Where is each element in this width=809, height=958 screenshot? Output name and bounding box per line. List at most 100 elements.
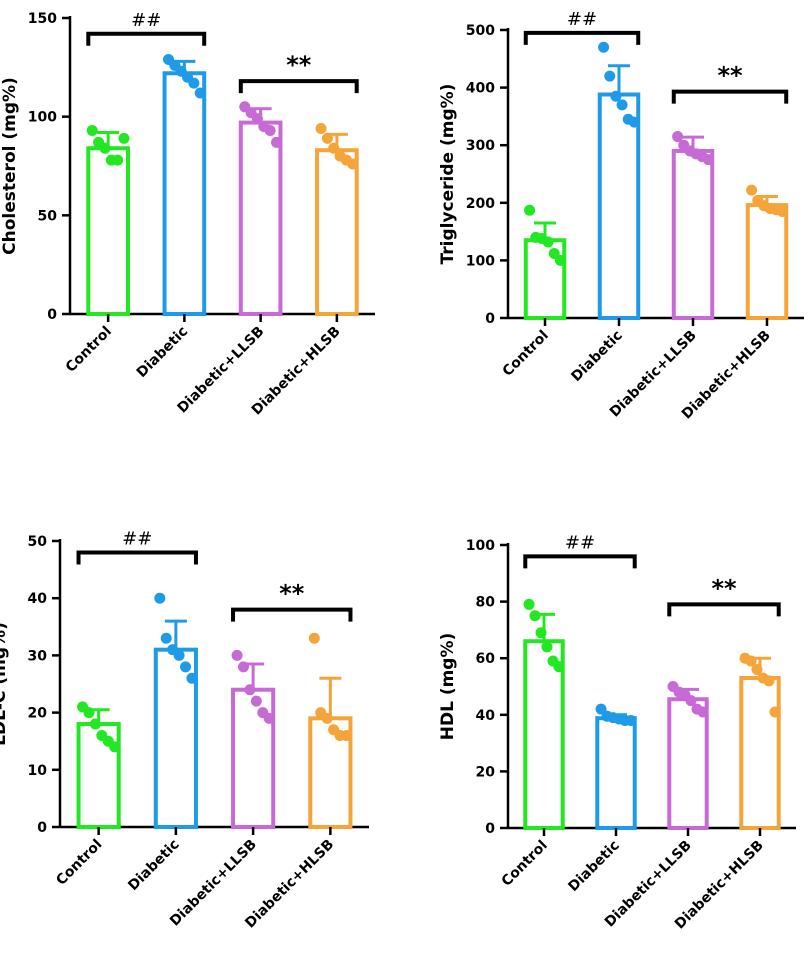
y-tick-label: 100	[466, 538, 495, 554]
data-point	[554, 254, 566, 266]
bar	[739, 676, 781, 830]
data-point	[237, 661, 249, 673]
data-point	[321, 132, 333, 144]
data-point	[542, 236, 554, 248]
x-tick-label: Control	[63, 324, 115, 376]
bar	[315, 148, 359, 316]
y-axis-label: LDL-C (mg%)	[0, 622, 10, 746]
y-tick-label: 0	[37, 820, 47, 836]
chart-panel: 0 20 40 60 80 100 HDL (mg%) Control Diabetic Diab…	[404, 476, 809, 953]
bar	[162, 71, 207, 317]
x-tick-label: Control	[500, 328, 552, 380]
y-tick-label: 0	[485, 821, 495, 837]
significance-label: **	[711, 574, 737, 602]
significance-bracket	[238, 79, 359, 94]
y-tick-label: 50	[38, 208, 58, 224]
y-tick-label: 150	[28, 11, 57, 27]
data-point	[99, 142, 111, 154]
data-point	[746, 184, 758, 196]
data-point	[347, 158, 359, 170]
data-point	[535, 627, 547, 639]
data-point	[529, 610, 541, 622]
data-point	[745, 655, 757, 667]
y-tick-label: 50	[28, 534, 48, 550]
data-point	[702, 154, 714, 166]
data-point	[697, 706, 709, 718]
data-point	[625, 714, 637, 726]
data-point	[685, 695, 697, 707]
data-point	[553, 661, 565, 673]
data-point	[524, 204, 536, 216]
data-point	[610, 90, 622, 102]
x-tick-label: Control	[499, 838, 551, 890]
data-point	[598, 41, 610, 53]
data-point	[263, 712, 275, 724]
bar	[667, 697, 709, 830]
bar	[745, 203, 789, 321]
data-point	[321, 712, 333, 724]
x-tick-label: Diabetic	[125, 837, 182, 894]
data-point	[604, 70, 616, 82]
y-tick-label: 40	[476, 708, 496, 724]
y-tick-label: 0	[47, 307, 57, 323]
chart-svg: 0 50 100 150 Cholesterol (mg%) Control Diabeti…	[0, 10, 375, 418]
data-point	[616, 99, 628, 111]
y-tick-label: 500	[466, 23, 495, 39]
significance-label: ##	[131, 10, 161, 31]
bar	[671, 148, 715, 320]
significance-label: ##	[122, 528, 152, 549]
significance-label: ##	[565, 532, 595, 553]
y-tick-label: 30	[28, 648, 48, 664]
data-point	[250, 695, 262, 707]
data-point	[112, 154, 124, 166]
data-point	[308, 632, 320, 644]
y-tick-label: 300	[466, 138, 495, 154]
data-point	[523, 598, 535, 610]
data-point	[628, 116, 640, 128]
data-point	[173, 649, 185, 661]
data-point	[186, 672, 198, 684]
data-point	[194, 87, 206, 99]
data-point	[244, 684, 256, 696]
y-axis-label: Triglyceride (mg%)	[438, 84, 458, 265]
data-point	[251, 113, 263, 125]
data-point	[751, 664, 763, 676]
x-tick-label: Control	[53, 837, 105, 889]
data-point	[769, 706, 781, 718]
y-tick-label: 100	[466, 253, 495, 269]
significance-bracket	[667, 602, 781, 617]
data-point	[154, 592, 166, 604]
significance-label: ##	[567, 9, 597, 30]
significance-bracket	[86, 31, 207, 46]
x-tick-label: Diabetic	[134, 324, 191, 381]
bar	[238, 120, 283, 316]
data-point	[340, 729, 352, 741]
y-tick-label: 0	[485, 311, 495, 327]
significance-bracket	[671, 89, 789, 104]
significance-label: **	[279, 580, 305, 608]
y-tick-label: 20	[28, 706, 48, 722]
y-tick-label: 60	[476, 651, 496, 667]
significance-bracket	[523, 30, 641, 45]
y-axis-label: HDL (mg%)	[438, 633, 458, 741]
significance-bracket	[523, 554, 637, 569]
bar	[86, 146, 130, 316]
chart-panel: 0 10 20 30 40 50 LDL-C (mg%) Control Diabetic Dia…	[0, 476, 404, 953]
y-tick-label: 80	[476, 595, 496, 611]
significance-label: **	[717, 62, 743, 90]
data-point	[672, 131, 684, 143]
chart-svg: 0 100 200 300 400 500 Triglyceride (mg%) Contro…	[438, 9, 804, 422]
data-point	[180, 661, 192, 673]
data-point	[315, 123, 327, 135]
data-point	[231, 649, 243, 661]
significance-bracket	[231, 607, 353, 622]
chart-panel: 0 50 100 150 Cholesterol (mg%) Control Diabeti…	[0, 0, 404, 476]
data-point	[541, 641, 553, 653]
y-tick-label: 10	[28, 763, 48, 779]
data-point	[776, 205, 788, 217]
significance-bracket	[76, 550, 198, 565]
data-point	[188, 77, 200, 89]
data-point	[763, 675, 775, 687]
